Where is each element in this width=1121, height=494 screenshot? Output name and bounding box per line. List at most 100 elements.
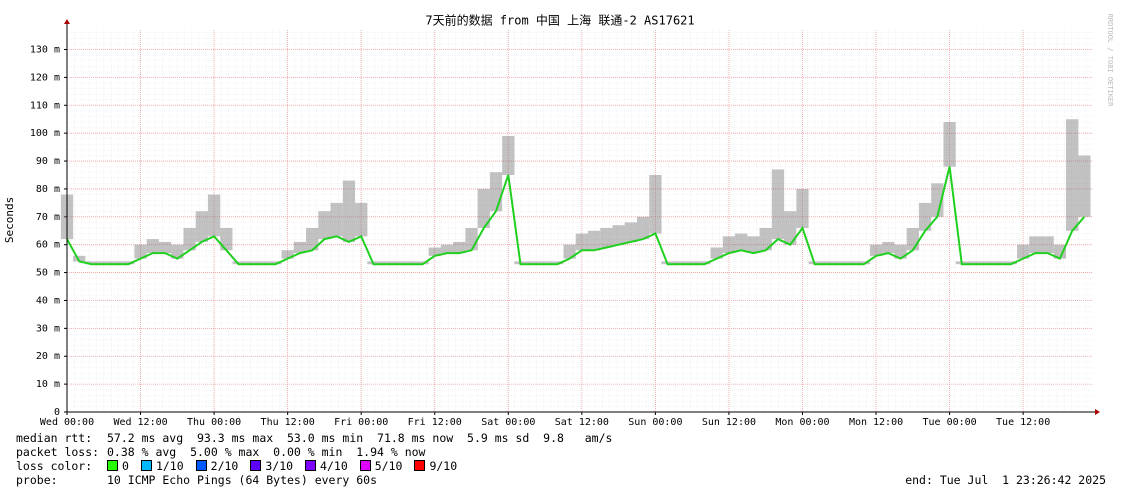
smoke bbox=[845, 261, 858, 265]
smoke bbox=[134, 244, 147, 259]
smoke bbox=[183, 227, 196, 251]
smoke bbox=[453, 241, 466, 254]
y-tick-label: 70 m bbox=[36, 212, 60, 223]
smoke bbox=[820, 261, 834, 265]
smoke bbox=[673, 261, 687, 265]
smoke bbox=[306, 227, 319, 251]
smoke bbox=[244, 261, 257, 265]
loss-swatch bbox=[359, 460, 371, 471]
x-arrow bbox=[1095, 409, 1100, 415]
smoke bbox=[109, 261, 123, 265]
y-tick-label: 20 m bbox=[36, 351, 60, 362]
smoke bbox=[735, 233, 748, 251]
smoke bbox=[220, 227, 233, 251]
probe-row: probe: 10 ICMP Echo Pings (64 Bytes) ever… bbox=[16, 473, 1106, 487]
end-time: end: Tue Jul 1 23:26:42 2025 bbox=[905, 473, 1106, 487]
smoke bbox=[440, 244, 454, 254]
smoke bbox=[575, 233, 588, 251]
loss-swatch-label: 4/10 bbox=[320, 459, 348, 473]
smoke bbox=[698, 261, 711, 265]
smoke bbox=[416, 261, 429, 265]
smoke bbox=[857, 261, 870, 265]
stats-row: packet loss: 0.38 % avg 5.00 % max 0.00 %… bbox=[16, 445, 426, 459]
loss-swatch bbox=[414, 460, 426, 471]
loss-legend: loss color: 0 1/10 2/10 3/10 4/10 5/10 9/10 bbox=[16, 459, 469, 473]
smoke bbox=[587, 230, 601, 251]
chart-title: 7天前的数据 from 中国 上海 联通-2 AS17621 bbox=[425, 13, 694, 28]
loss-label: loss color: bbox=[16, 459, 93, 473]
loss-swatch-label: 1/10 bbox=[155, 459, 184, 473]
stats-label: median rtt: bbox=[16, 431, 93, 445]
loss-swatch bbox=[107, 460, 118, 471]
smoke bbox=[379, 261, 392, 265]
y-tick-label: 100 m bbox=[30, 128, 60, 139]
x-tick-label: Mon 12:00 bbox=[849, 417, 903, 428]
x-tick-label: Sat 00:00 bbox=[481, 417, 535, 428]
smoke bbox=[281, 250, 294, 259]
x-tick-label: Wed 00:00 bbox=[40, 417, 94, 428]
smoke bbox=[637, 216, 650, 240]
y-tick-label: 0 bbox=[54, 407, 60, 418]
smoke bbox=[918, 202, 932, 231]
smoke bbox=[759, 227, 772, 251]
x-tick-label: Sat 12:00 bbox=[555, 417, 609, 428]
smoke bbox=[1017, 244, 1030, 259]
y-tick-label: 110 m bbox=[30, 100, 60, 111]
smoke bbox=[722, 236, 736, 254]
x-tick-label: Mon 00:00 bbox=[775, 417, 829, 428]
smoke bbox=[686, 261, 699, 265]
smoke bbox=[1004, 261, 1017, 265]
x-tick-label: Sun 00:00 bbox=[628, 417, 682, 428]
smoke bbox=[85, 261, 98, 265]
smoke bbox=[293, 241, 307, 254]
loss-swatch bbox=[140, 460, 152, 471]
smoke bbox=[869, 244, 883, 256]
smoke bbox=[73, 255, 86, 262]
loss-swatch-label: 0 bbox=[122, 459, 129, 473]
smoke bbox=[882, 241, 895, 254]
loss-swatch-label: 9/10 bbox=[429, 459, 458, 473]
y-tick-label: 40 m bbox=[36, 295, 60, 306]
smoke bbox=[771, 169, 785, 240]
smoke bbox=[158, 241, 172, 254]
chart: 7天前的数据 from 中国 上海 联通-2 AS17621 Seconds R… bbox=[3, 13, 1114, 429]
smoke bbox=[404, 261, 417, 265]
smoke bbox=[171, 244, 184, 259]
smoke bbox=[796, 188, 809, 228]
y-tick-label: 50 m bbox=[36, 268, 60, 279]
smoke bbox=[122, 261, 135, 265]
smoke bbox=[624, 222, 637, 242]
smoke bbox=[269, 261, 282, 265]
smoke bbox=[833, 261, 846, 265]
smoke bbox=[600, 227, 613, 248]
x-tick-label: Tue 00:00 bbox=[922, 417, 976, 428]
rrdtool-credit: RRDTOOL / TOBI OETIKER bbox=[1106, 14, 1114, 108]
probe-text: 10 ICMP Echo Pings (64 Bytes) every 60s bbox=[107, 473, 378, 487]
smoke bbox=[428, 247, 441, 256]
stats-text: 0.38 % avg 5.00 % max 0.00 % min 1.94 % … bbox=[107, 445, 426, 459]
smoke bbox=[992, 261, 1005, 265]
x-tick-label: Wed 12:00 bbox=[113, 417, 167, 428]
stats-label: packet loss: bbox=[16, 445, 100, 459]
smoke bbox=[342, 180, 356, 242]
y-tick-label: 60 m bbox=[36, 240, 60, 251]
smoke bbox=[967, 261, 981, 265]
x-tick-label: Thu 00:00 bbox=[187, 417, 241, 428]
loss-swatch-label: 3/10 bbox=[265, 459, 294, 473]
x-tick-label: Fri 00:00 bbox=[334, 417, 388, 428]
smoke bbox=[1029, 236, 1042, 254]
smoke bbox=[649, 174, 662, 234]
smoke bbox=[1053, 244, 1067, 259]
smoke bbox=[257, 261, 270, 265]
smoke bbox=[207, 194, 221, 237]
loss-swatch-label: 2/10 bbox=[210, 459, 239, 473]
stats-text: 57.2 ms avg 93.3 ms max 53.0 ms min 71.8… bbox=[107, 431, 613, 445]
loss-swatch bbox=[250, 460, 262, 471]
smoke bbox=[97, 261, 110, 265]
smoke bbox=[1078, 155, 1091, 217]
y-tick-label: 90 m bbox=[36, 156, 60, 167]
smoke bbox=[931, 183, 944, 217]
smoke bbox=[477, 188, 490, 228]
median-line bbox=[66, 166, 1086, 266]
